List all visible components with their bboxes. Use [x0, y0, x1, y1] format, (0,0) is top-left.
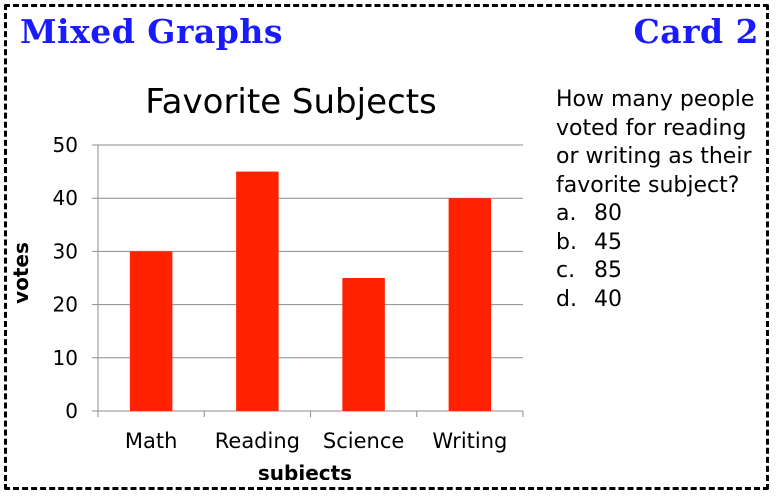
y-tick-label: 40	[53, 186, 78, 210]
chart-title: Favorite Subjects	[145, 82, 437, 122]
card-title: Mixed Graphs	[20, 12, 283, 51]
y-tick-label: 20	[53, 293, 78, 317]
x-tick-label: Writing	[432, 429, 507, 453]
bar-math	[129, 251, 173, 411]
option-value: 40	[594, 286, 622, 312]
x-axis-label: subjects	[258, 461, 352, 480]
answer-options: a. 80 b. 45 c. 85 d. 40	[556, 200, 756, 314]
card-frame	[4, 4, 769, 490]
y-tick-label: 50	[53, 133, 78, 157]
y-tick-label: 0	[65, 399, 78, 423]
card-number: Card 2	[633, 12, 759, 51]
y-axis-label: votes	[9, 242, 33, 304]
answer-option[interactable]: a. 80	[556, 200, 756, 229]
y-tick-label: 30	[53, 239, 78, 263]
option-value: 45	[594, 229, 622, 255]
option-letter: b.	[556, 229, 577, 255]
answer-option[interactable]: c. 85	[556, 257, 756, 286]
question-panel: How many people voted for reading or wri…	[556, 86, 756, 314]
option-value: 85	[594, 258, 622, 283]
option-letter: a.	[556, 201, 577, 226]
x-tick-label: Reading	[215, 429, 300, 453]
x-tick-label: Science	[323, 429, 404, 453]
x-axis-tick-labels: Math Reading Science Writing	[125, 429, 508, 453]
option-letter: c.	[556, 258, 576, 283]
answer-option[interactable]: b. 45	[556, 229, 756, 258]
bar-reading	[236, 171, 279, 411]
question-text: How many people voted for reading or wri…	[556, 87, 755, 198]
option-value: 80	[594, 201, 622, 226]
option-letter: d.	[556, 286, 577, 312]
chart-bars	[129, 171, 492, 411]
bar-writing	[448, 198, 492, 411]
bar-science	[342, 278, 385, 411]
x-tick-label: Math	[125, 429, 178, 453]
y-axis-tick-labels: 0 10 20 30 40 50	[53, 133, 78, 423]
bar-chart: Favorite Subjects 0 10 20 30 40 50 Math Readin…	[9, 82, 524, 480]
answer-option[interactable]: d. 40	[556, 286, 756, 315]
y-tick-label: 10	[53, 346, 78, 370]
